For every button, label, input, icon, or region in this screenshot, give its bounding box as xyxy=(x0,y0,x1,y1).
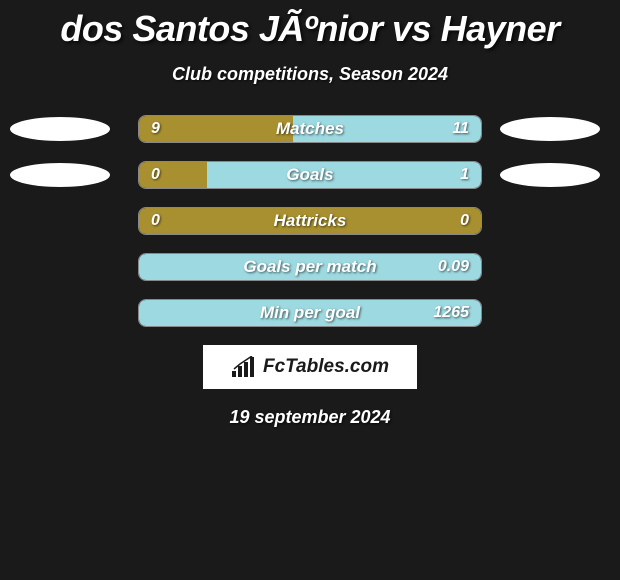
stat-bar: 9 Matches 11 xyxy=(138,115,482,143)
stat-bar: Goals per match 0.09 xyxy=(138,253,482,281)
stat-value-right: 11 xyxy=(452,120,469,138)
subtitle: Club competitions, Season 2024 xyxy=(0,64,620,85)
player-left-marker xyxy=(10,163,110,187)
stat-bar: 0 Goals 1 xyxy=(138,161,482,189)
stat-label: Hattricks xyxy=(274,211,347,231)
brand-text: FcTables.com xyxy=(263,356,389,378)
stat-value-left: 0 xyxy=(151,212,160,230)
stat-label: Matches xyxy=(276,119,344,139)
stat-value-left: 9 xyxy=(151,120,160,138)
bar-left-fill xyxy=(139,162,207,188)
stat-bar: Min per goal 1265 xyxy=(138,299,482,327)
stat-value-left: 0 xyxy=(151,166,160,184)
stat-bar: 0 Hattricks 0 xyxy=(138,207,482,235)
branding-box: FcTables.com xyxy=(203,345,417,389)
stat-value-right: 0.09 xyxy=(438,258,469,276)
stat-value-right: 1 xyxy=(460,166,469,184)
bar-right-fill xyxy=(207,162,481,188)
stat-value-right: 1265 xyxy=(433,304,469,322)
bar-left-fill xyxy=(139,116,293,142)
stat-label: Min per goal xyxy=(260,303,360,323)
page-title: dos Santos JÃºnior vs Hayner xyxy=(0,0,620,50)
stat-label: Goals per match xyxy=(243,257,376,277)
stat-row: 0 Hattricks 0 xyxy=(0,207,620,235)
stat-row: 9 Matches 11 xyxy=(0,115,620,143)
stat-label: Goals xyxy=(286,165,333,185)
stat-row: Min per goal 1265 xyxy=(0,299,620,327)
player-right-marker xyxy=(500,117,600,141)
chart-icon xyxy=(231,356,257,378)
player-left-marker xyxy=(10,117,110,141)
stat-row: Goals per match 0.09 xyxy=(0,253,620,281)
stat-row: 0 Goals 1 xyxy=(0,161,620,189)
player-right-marker xyxy=(500,163,600,187)
stats-container: 9 Matches 11 0 Goals 1 0 Hattricks 0 Goals per ma… xyxy=(0,115,620,327)
stat-value-right: 0 xyxy=(460,212,469,230)
date-text: 19 september 2024 xyxy=(0,407,620,428)
